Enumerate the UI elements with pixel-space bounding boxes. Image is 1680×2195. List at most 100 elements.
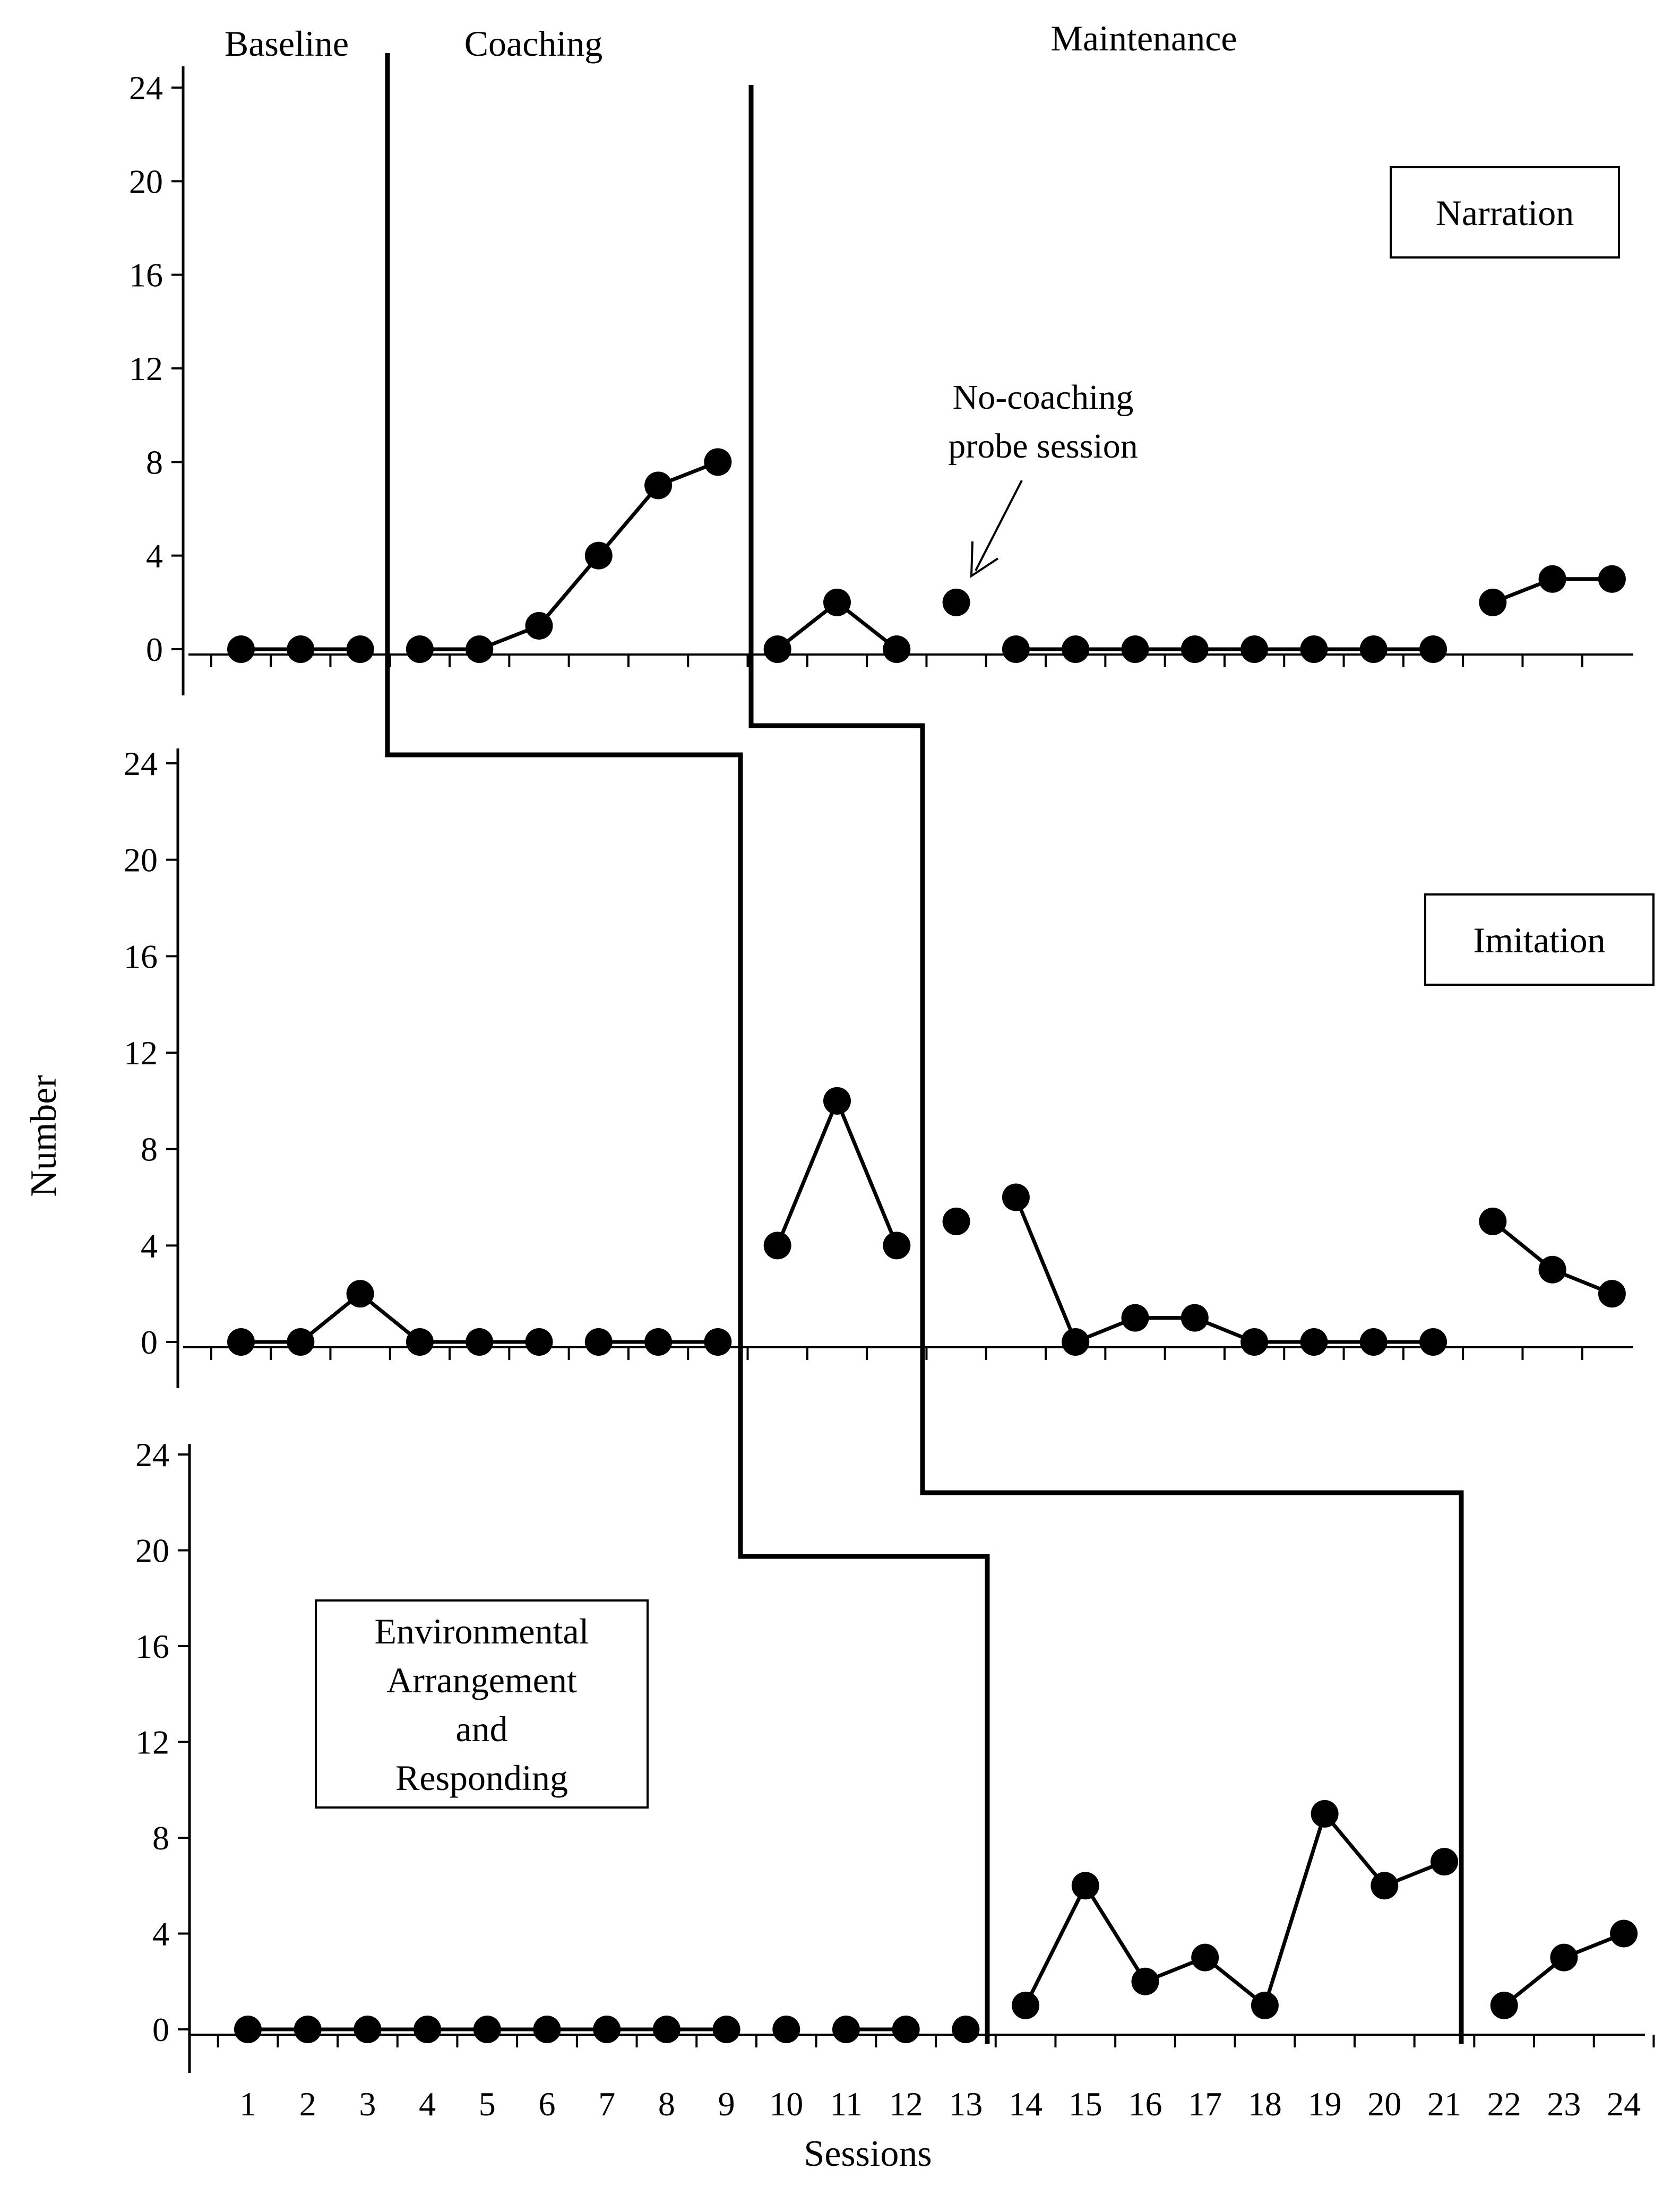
panel-1-data-point-9 bbox=[704, 448, 732, 476]
x-tick-label: 22 bbox=[1487, 2085, 1521, 2123]
phase-label-baseline: Baseline bbox=[225, 23, 349, 64]
panel-3-data-point-18 bbox=[1251, 1991, 1279, 2019]
x-tick-label: 5 bbox=[479, 2085, 496, 2123]
panel-1-data-point-14 bbox=[1002, 635, 1030, 663]
imitation-box bbox=[1424, 893, 1655, 986]
panel-2-data-point-11 bbox=[823, 1087, 851, 1115]
panel-3-y-tick-label: 12 bbox=[135, 1724, 169, 1761]
panel-3-data-point-10 bbox=[772, 2016, 800, 2043]
narration-label: Narration bbox=[1436, 193, 1574, 233]
panel-2-y-tick-label: 24 bbox=[124, 745, 158, 782]
panel-1-data-point-22 bbox=[1479, 588, 1507, 616]
probe-annotation-text: No-coaching bbox=[953, 378, 1134, 417]
panel-3-data-point-16 bbox=[1131, 1967, 1159, 1995]
x-tick-label: 16 bbox=[1128, 2085, 1162, 2123]
panel-2-data-point-24 bbox=[1598, 1280, 1626, 1308]
panel-2-data-point-4 bbox=[406, 1328, 434, 1356]
panel-2-data-point-9 bbox=[704, 1328, 732, 1356]
panel-2-y-tick-label: 0 bbox=[141, 1323, 158, 1361]
panel-3-data-point-5 bbox=[473, 2016, 501, 2043]
environmental-arrangement-label: Arrangement bbox=[386, 1660, 577, 1700]
panel-1-data-point-2 bbox=[287, 635, 315, 663]
panel-1-data-point-21 bbox=[1419, 635, 1447, 663]
panel-3-data-point-15 bbox=[1071, 1872, 1099, 1900]
panel-2-data-point-2 bbox=[287, 1328, 315, 1356]
panel-2-data-point-3 bbox=[346, 1280, 374, 1308]
panel-3-data-point-22 bbox=[1490, 1991, 1518, 2019]
x-tick-label: 18 bbox=[1248, 2085, 1282, 2123]
panel-1-data-point-6 bbox=[525, 612, 553, 640]
panel-3-y-tick-label: 0 bbox=[152, 2011, 169, 2048]
panel-2-series-line bbox=[241, 1292, 539, 1344]
panel-1-data-point-15 bbox=[1062, 635, 1090, 663]
panel-3-y-tick-label: 4 bbox=[152, 1915, 169, 1953]
x-tick-label: 17 bbox=[1188, 2085, 1222, 2123]
x-tick-label: 13 bbox=[949, 2085, 983, 2123]
x-tick-label: 14 bbox=[1009, 2085, 1043, 2123]
x-tick-label: 12 bbox=[889, 2085, 923, 2123]
x-tick-label: 4 bbox=[419, 2085, 436, 2123]
panel-2-data-point-20 bbox=[1359, 1328, 1388, 1356]
panel-2-data-point-19 bbox=[1300, 1328, 1328, 1356]
panel-1-data-point-7 bbox=[584, 541, 613, 570]
panel-1-y-tick-label: 12 bbox=[129, 350, 163, 388]
panel-3-data-point-13 bbox=[952, 2016, 980, 2043]
panel-2-series-line bbox=[776, 1099, 899, 1246]
panel-2-y-tick-label: 4 bbox=[141, 1227, 158, 1264]
x-tick-label: 1 bbox=[239, 2085, 256, 2123]
panel-1-data-point-4 bbox=[406, 635, 434, 663]
panel-2-y-tick-label: 12 bbox=[124, 1034, 158, 1072]
panel-2-data-point-16 bbox=[1121, 1304, 1149, 1332]
panel-2-y-tick-label: 16 bbox=[124, 937, 158, 975]
panel-2-data-point-13 bbox=[942, 1207, 970, 1235]
panel-3-data-point-20 bbox=[1371, 1872, 1399, 1900]
panel-2-data-point-10 bbox=[763, 1232, 791, 1260]
x-tick-label: 19 bbox=[1308, 2085, 1342, 2123]
panel-2-data-point-17 bbox=[1181, 1304, 1209, 1332]
panel-3-data-point-1 bbox=[234, 2016, 262, 2043]
x-axis-title: Sessions bbox=[804, 2133, 932, 2174]
phase-label-coaching: Coaching bbox=[464, 23, 603, 64]
panel-2-data-point-21 bbox=[1419, 1328, 1447, 1356]
panel-3-data-point-21 bbox=[1431, 1848, 1458, 1876]
panel-2-series-line bbox=[1014, 1197, 1433, 1344]
panel-2-y-tick-label: 20 bbox=[124, 841, 158, 879]
x-tick-label: 10 bbox=[769, 2085, 803, 2123]
panel-3-y-tick-label: 24 bbox=[135, 1436, 169, 1474]
panel-3-y-tick-label: 20 bbox=[135, 1532, 169, 1570]
panel-3-data-point-2 bbox=[294, 2016, 322, 2043]
panel-3-data-point-17 bbox=[1191, 1943, 1219, 1972]
probe-annotation-arrow bbox=[975, 480, 1023, 571]
x-tick-label: 23 bbox=[1547, 2085, 1581, 2123]
panel-2-y-tick-label: 8 bbox=[141, 1131, 158, 1168]
panel-3-data-point-11 bbox=[832, 2016, 860, 2043]
panel-3-data-point-12 bbox=[892, 2016, 920, 2043]
panel-2-data-point-12 bbox=[883, 1232, 911, 1260]
x-tick-label: 6 bbox=[539, 2085, 556, 2123]
probe-annotation-arrowhead bbox=[970, 541, 999, 578]
panel-1-y-tick-label: 0 bbox=[146, 631, 163, 668]
panel-3-data-point-3 bbox=[354, 2016, 382, 2043]
probe-annotation-text: probe session bbox=[948, 427, 1138, 466]
panel-1-y-tick-label: 24 bbox=[129, 69, 163, 107]
x-tick-label: 3 bbox=[359, 2085, 376, 2123]
panel-2-data-point-18 bbox=[1240, 1328, 1269, 1356]
panel-1-data-point-11 bbox=[823, 588, 851, 616]
panel-1-series-line bbox=[419, 460, 719, 651]
environmental-arrangement-label: and bbox=[455, 1709, 507, 1749]
panel-3-data-point-9 bbox=[712, 2016, 740, 2043]
panel-1-y-tick-label: 16 bbox=[129, 256, 163, 294]
panel-2-data-point-14 bbox=[1002, 1183, 1030, 1211]
panel-1-data-point-3 bbox=[346, 635, 374, 663]
panel-1-y-tick-label: 8 bbox=[146, 443, 163, 481]
panel-1-data-point-10 bbox=[763, 635, 791, 663]
environmental-arrangement-label: Responding bbox=[395, 1758, 568, 1798]
panel-1-data-point-8 bbox=[644, 471, 673, 500]
panel-1-data-point-23 bbox=[1538, 565, 1566, 593]
panel-3-series-line bbox=[1023, 1812, 1445, 2008]
narration-box bbox=[1390, 166, 1620, 259]
panel-1-data-point-13 bbox=[942, 588, 970, 616]
panel-2-data-point-8 bbox=[644, 1328, 673, 1356]
y-axis-title: Number bbox=[23, 1075, 64, 1197]
